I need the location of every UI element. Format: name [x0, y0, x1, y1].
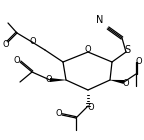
Text: O: O: [136, 57, 142, 66]
Polygon shape: [110, 80, 124, 84]
Text: O: O: [46, 74, 52, 83]
Text: O: O: [85, 45, 91, 53]
Text: O: O: [30, 37, 36, 46]
Text: O: O: [123, 79, 129, 88]
Polygon shape: [50, 78, 66, 82]
Text: O: O: [88, 103, 94, 113]
Text: N: N: [96, 15, 104, 25]
Text: O: O: [14, 55, 20, 65]
Text: O: O: [56, 109, 62, 118]
Text: O: O: [3, 39, 9, 48]
Text: S: S: [124, 45, 130, 55]
